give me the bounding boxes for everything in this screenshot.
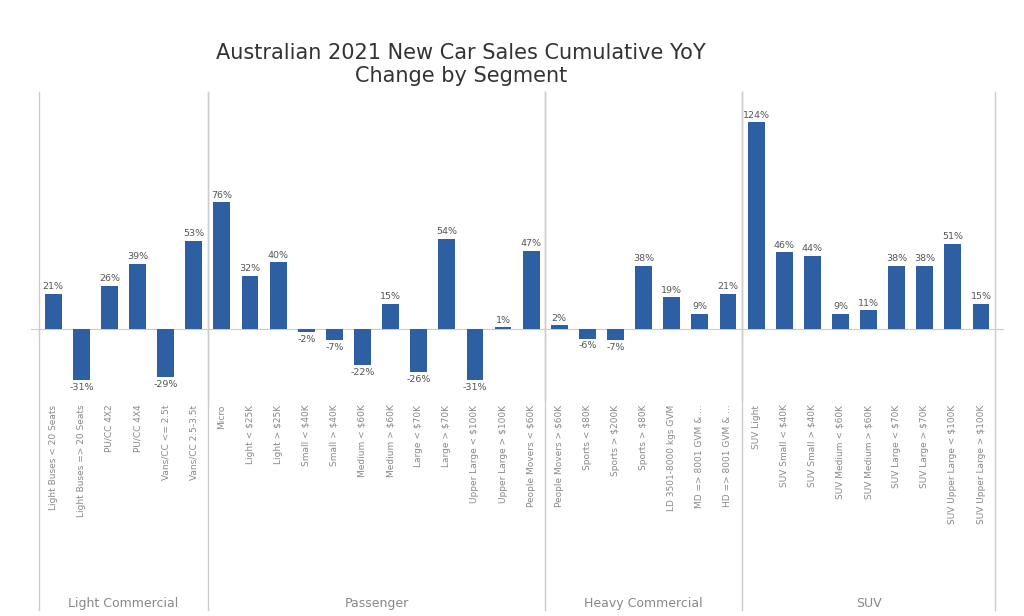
Bar	[73, 329, 90, 381]
Text: 2%: 2%	[552, 314, 567, 323]
Text: -22%: -22%	[350, 368, 375, 377]
Bar	[973, 304, 989, 329]
Text: 76%: 76%	[211, 191, 232, 200]
Text: Australian 2021 New Car Sales Cumulative YoY
Change by Segment: Australian 2021 New Car Sales Cumulative…	[216, 43, 706, 86]
Bar	[185, 241, 202, 329]
Bar	[411, 329, 427, 372]
Text: 9%: 9%	[692, 302, 708, 311]
Text: 39%: 39%	[127, 253, 148, 261]
Bar	[804, 256, 821, 329]
Text: 38%: 38%	[886, 254, 907, 263]
Bar	[916, 265, 933, 329]
Text: 15%: 15%	[380, 293, 401, 301]
Bar	[269, 262, 287, 329]
Bar	[382, 304, 399, 329]
Bar	[438, 239, 456, 329]
Text: -26%: -26%	[407, 375, 431, 384]
Text: 38%: 38%	[914, 254, 935, 263]
Text: 21%: 21%	[43, 282, 63, 291]
Text: -29%: -29%	[154, 379, 178, 389]
Bar	[944, 244, 962, 329]
Bar	[242, 275, 258, 329]
Bar	[888, 265, 905, 329]
Bar	[579, 329, 596, 339]
Text: 32%: 32%	[240, 264, 260, 273]
Text: 46%: 46%	[774, 241, 795, 249]
Text: -6%: -6%	[579, 341, 597, 351]
Text: Heavy Commercial: Heavy Commercial	[585, 597, 702, 610]
Text: SUV: SUV	[856, 597, 882, 610]
Bar	[467, 329, 483, 381]
Text: 15%: 15%	[971, 293, 991, 301]
Text: 51%: 51%	[942, 232, 964, 241]
Bar	[748, 123, 765, 329]
Text: 54%: 54%	[436, 227, 458, 237]
Text: 53%: 53%	[183, 229, 205, 238]
Bar	[495, 327, 512, 329]
Text: 26%: 26%	[99, 274, 120, 283]
Text: Passenger: Passenger	[344, 597, 409, 610]
Bar	[326, 329, 343, 341]
Bar	[720, 294, 736, 329]
Text: 38%: 38%	[633, 254, 654, 263]
Bar	[551, 325, 567, 329]
Text: 40%: 40%	[267, 251, 289, 260]
Bar	[635, 265, 652, 329]
Bar	[691, 314, 709, 329]
Text: 124%: 124%	[742, 111, 770, 120]
Bar	[213, 202, 230, 329]
Bar	[664, 297, 680, 329]
Text: 19%: 19%	[662, 286, 682, 294]
Bar	[833, 314, 849, 329]
Text: -31%: -31%	[463, 383, 487, 392]
Text: Light Commercial: Light Commercial	[69, 597, 178, 610]
Text: 47%: 47%	[520, 239, 542, 248]
Bar	[101, 286, 118, 329]
Text: 44%: 44%	[802, 244, 823, 253]
Text: -7%: -7%	[606, 343, 625, 352]
Text: 1%: 1%	[496, 315, 511, 325]
Bar	[129, 264, 146, 329]
Bar	[607, 329, 624, 341]
Bar	[298, 329, 314, 332]
Bar	[860, 310, 877, 329]
Text: 9%: 9%	[833, 302, 848, 311]
Bar	[45, 294, 61, 329]
Bar	[522, 251, 540, 329]
Text: 21%: 21%	[718, 282, 738, 291]
Bar	[776, 252, 793, 329]
Text: -31%: -31%	[69, 383, 93, 392]
Bar	[354, 329, 371, 365]
Bar	[158, 329, 174, 377]
Text: 11%: 11%	[858, 299, 879, 308]
Text: -7%: -7%	[326, 343, 344, 352]
Text: -2%: -2%	[297, 334, 315, 344]
